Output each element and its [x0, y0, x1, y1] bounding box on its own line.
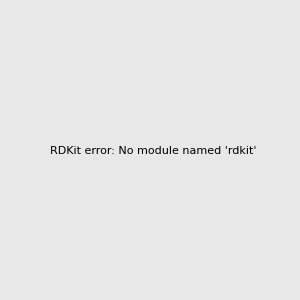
Text: RDKit error: No module named 'rdkit': RDKit error: No module named 'rdkit'	[50, 146, 257, 157]
